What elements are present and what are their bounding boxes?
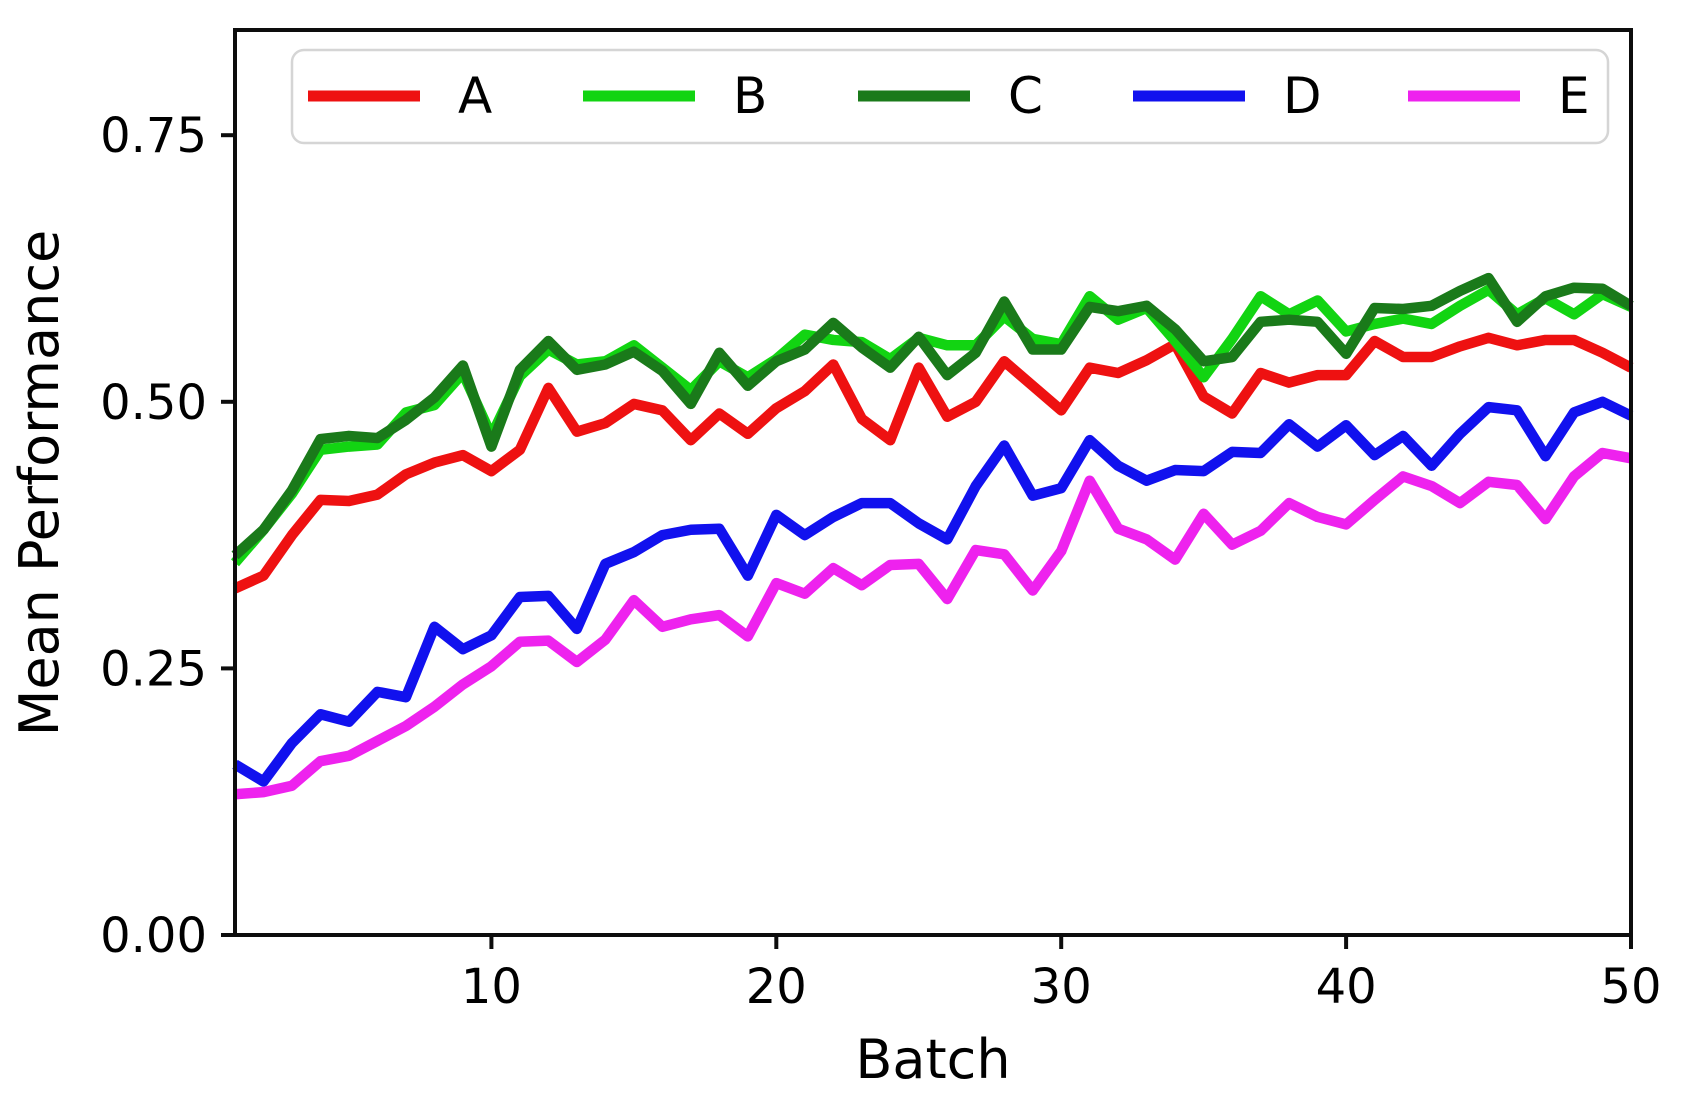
plot-border [233, 28, 1633, 937]
legend-entry-E: E [1408, 67, 1590, 125]
legend-entry-B: B [583, 67, 767, 125]
legend-entry-D: D [1133, 67, 1322, 125]
y-tick-label: 0.75 [100, 108, 207, 164]
legend-label-B: B [733, 67, 767, 125]
y-tick-label: 0.00 [100, 908, 207, 964]
legend-label-D: D [1283, 67, 1322, 125]
series-line-D [232, 396, 1634, 787]
x-tick-label: 50 [1600, 959, 1661, 1015]
series-line-A [232, 332, 1634, 594]
series-line-B [231, 284, 1634, 567]
x-axis-label: Batch [855, 1028, 1010, 1091]
legend-entry-A: A [308, 67, 492, 125]
y-tick-label: 0.50 [100, 375, 207, 431]
x-tick-label: 20 [746, 959, 807, 1015]
legend-entry-C: C [858, 67, 1043, 125]
legend-label-A: A [458, 67, 492, 125]
x-tick-label: 30 [1031, 959, 1092, 1015]
y-tick-label: 0.25 [100, 641, 207, 697]
y-axis-label: Mean Performance [8, 230, 71, 737]
legend-label-E: E [1558, 67, 1590, 125]
x-tick-label: 40 [1316, 959, 1377, 1015]
series-line-E [234, 447, 1632, 800]
x-tick-label: 10 [461, 959, 522, 1015]
series-line-C [231, 272, 1634, 560]
legend-label-C: C [1008, 67, 1043, 125]
